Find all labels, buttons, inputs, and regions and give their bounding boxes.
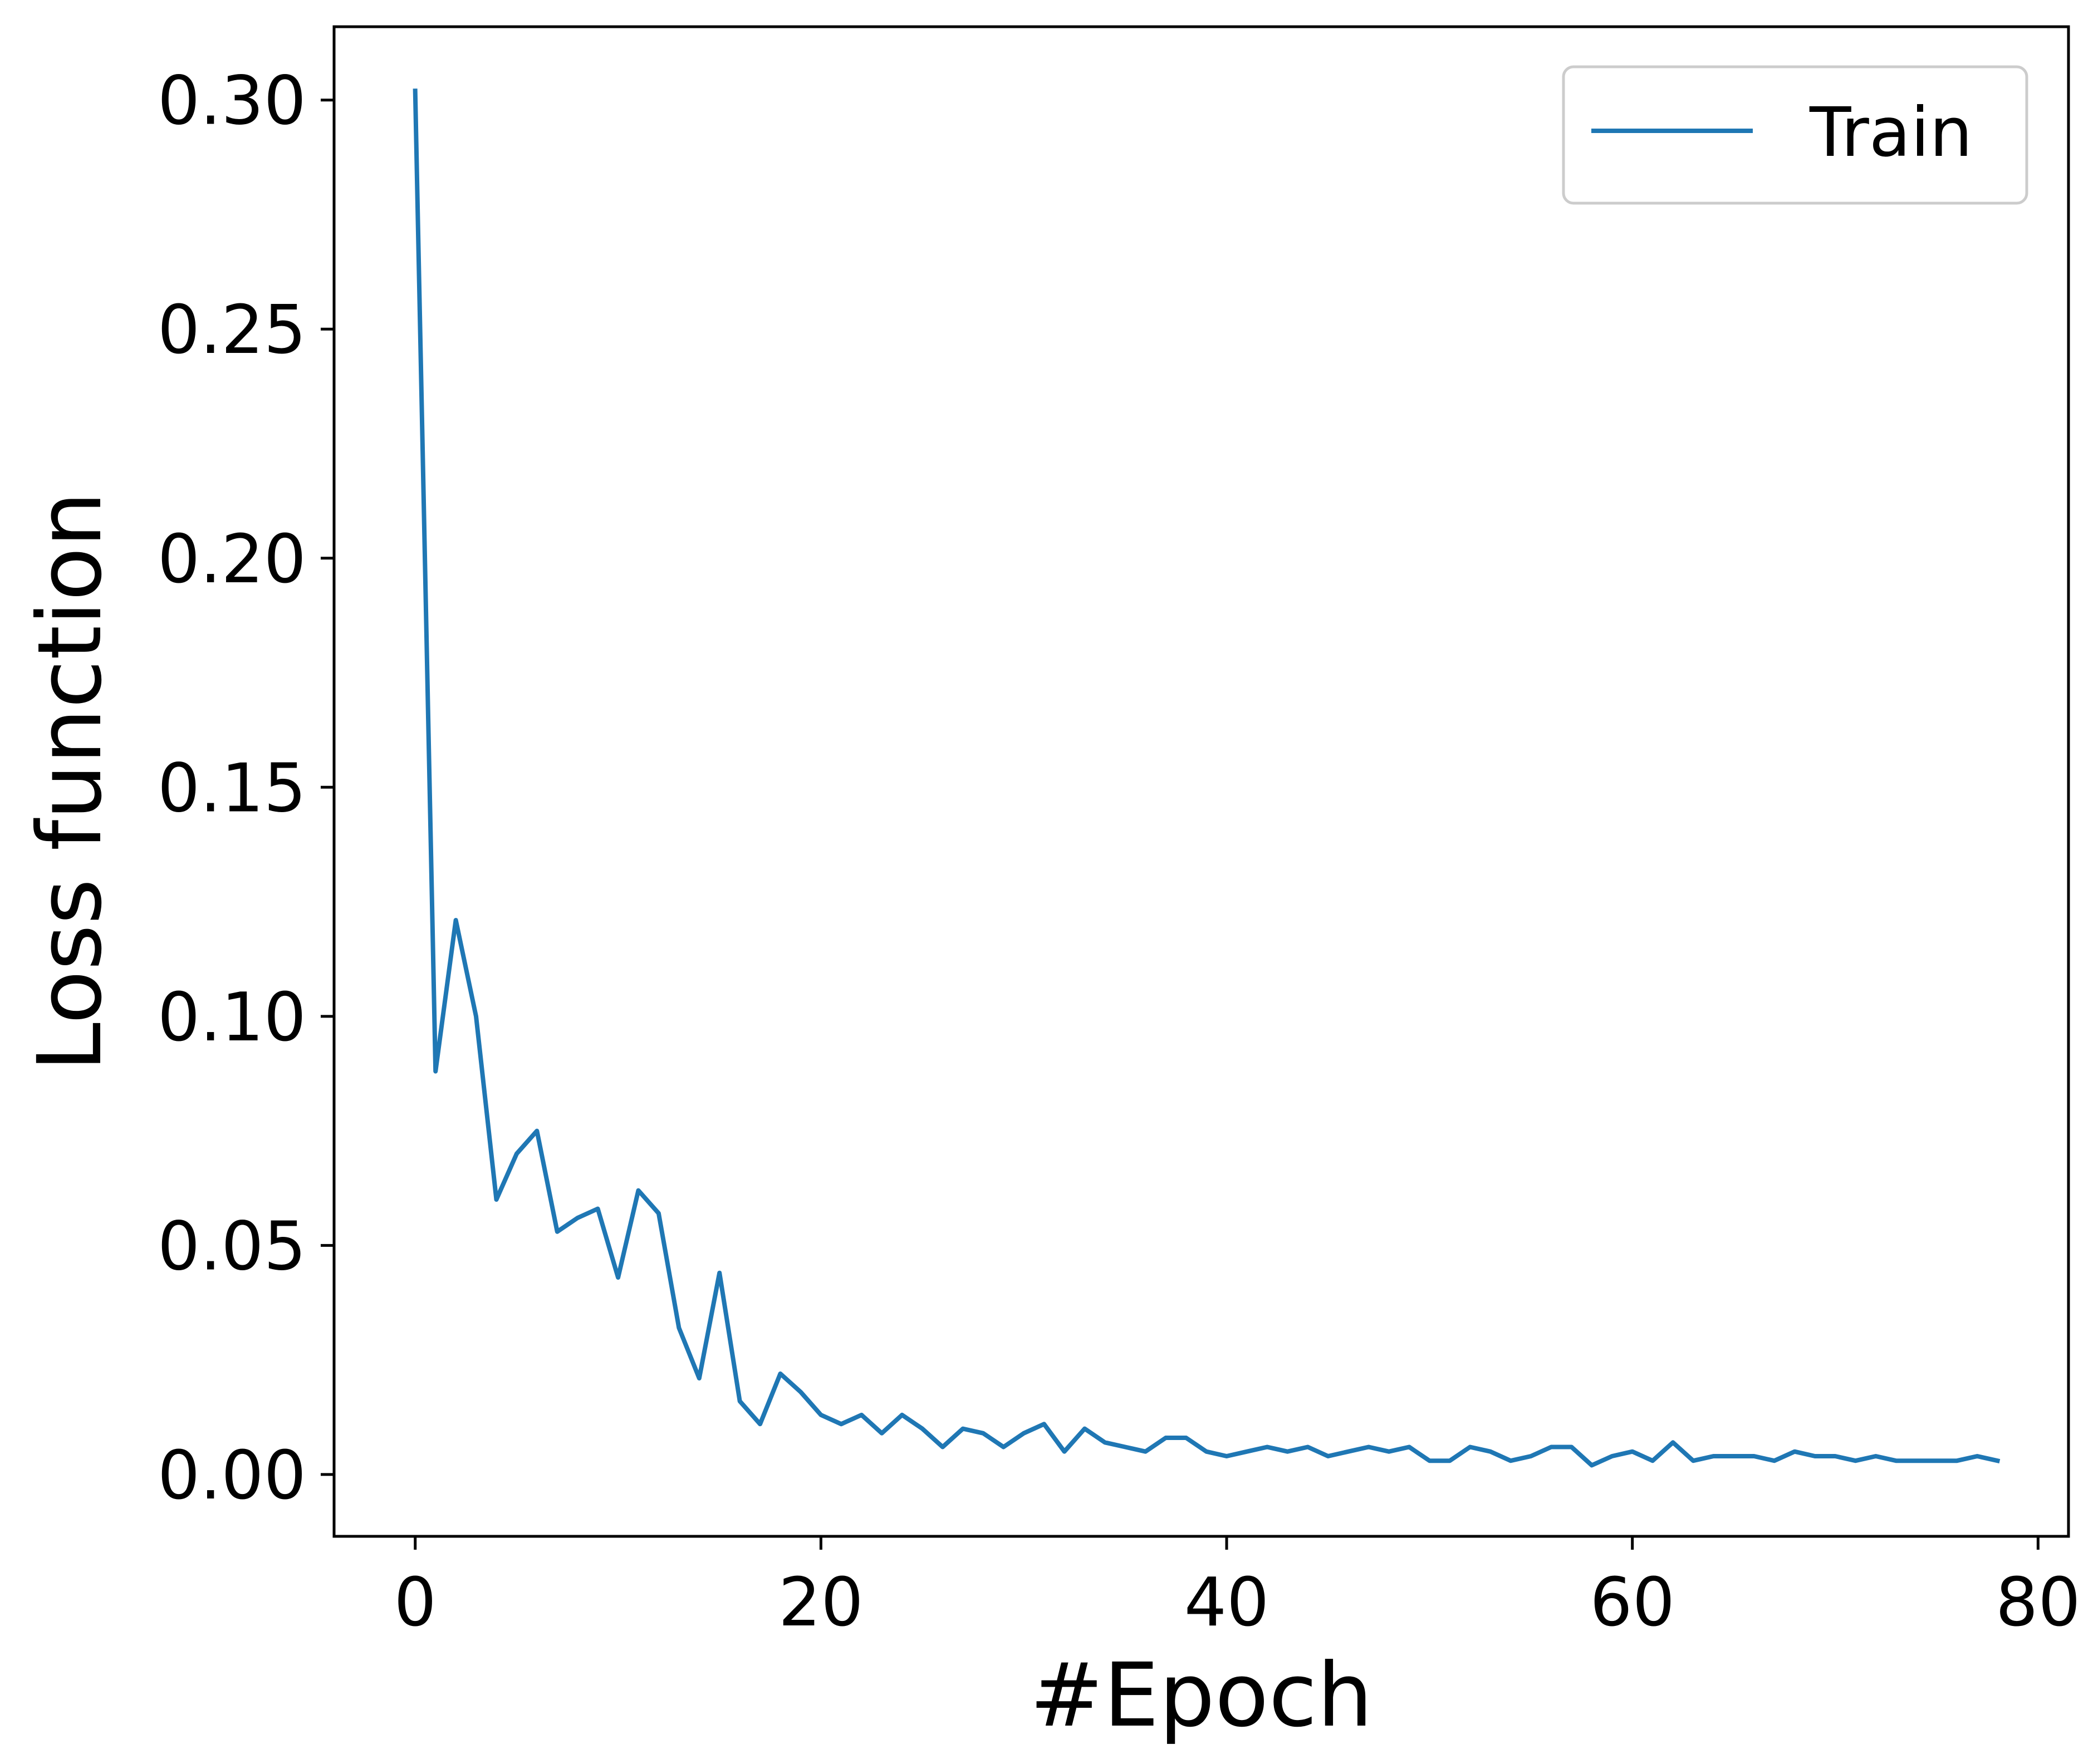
axes: 0 20 40 60 80 0.00 0.05 0.10 0.15 0.20 0.25 0.30 #Ep… [19, 25, 2081, 1747]
x-tick-label: 20 [778, 1564, 864, 1642]
y-tick-label: 0.30 [158, 63, 306, 140]
y-tick-label: 0.20 [158, 521, 306, 598]
x-tick-label: 0 [394, 1564, 437, 1642]
y-tick-label: 0.15 [158, 750, 306, 827]
plot-area [413, 89, 2001, 1468]
y-tick-label: 0.25 [158, 292, 306, 369]
legend-label: Train [1809, 93, 1973, 172]
y-tick-label: 0.00 [158, 1437, 306, 1515]
legend-box [1562, 65, 2028, 205]
plot-frame [332, 25, 2070, 1538]
legend: Train [1562, 65, 2028, 205]
x-tick-label: 80 [1996, 1564, 2081, 1642]
x-tick-label: 60 [1590, 1564, 1675, 1642]
x-axis-title: #Epoch [1030, 1644, 1372, 1747]
y-tick-label: 0.10 [158, 979, 306, 1057]
y-tick-label: 0.05 [158, 1208, 306, 1285]
x-tick-label: 40 [1184, 1564, 1269, 1642]
series-line-train [413, 89, 2001, 1468]
y-axis-title: Loss function [19, 492, 121, 1072]
